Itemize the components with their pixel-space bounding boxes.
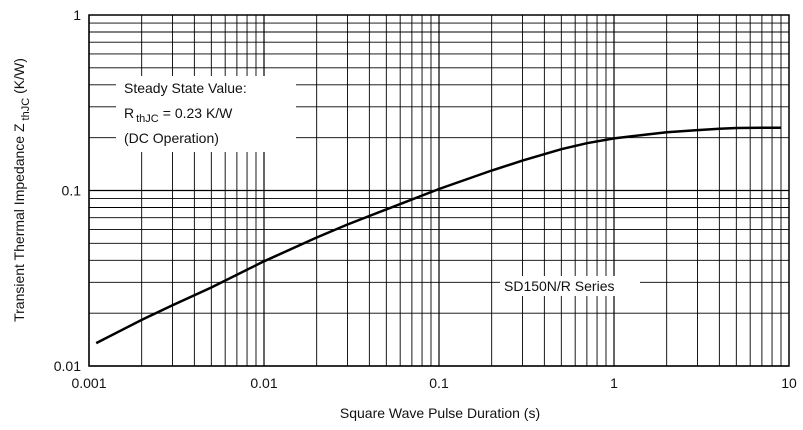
steady-state-title: Steady State Value: (124, 80, 247, 96)
grid (88, 15, 789, 367)
x-tick-label: 0.001 (71, 375, 106, 391)
x-tick-label: 1 (610, 375, 618, 391)
rthjc-value: = 0.23 K/W (163, 105, 233, 121)
rthjc-r: R (124, 105, 134, 121)
x-axis-title: Square Wave Pulse Duration (s) (340, 405, 540, 421)
x-tick-label: 0.1 (429, 375, 449, 391)
y-tick-labels: 0.01 0.1 1 (54, 7, 81, 374)
x-tick-label: 0.01 (250, 375, 277, 391)
y-tick-label: 1 (73, 7, 81, 23)
y-tick-label: 0.01 (54, 358, 81, 374)
series-label-box (500, 276, 640, 296)
steady-state-annotation-box (116, 76, 296, 152)
y-axis-title: Transient Thermal Impedance Z thJC (K/W) (11, 58, 32, 322)
dc-operation-label: (DC Operation) (124, 130, 219, 146)
zthjc-curve (95, 126, 781, 345)
x-tick-labels: 0.001 0.01 0.1 1 10 (71, 375, 797, 391)
y-axis-title-unit: (K/W) (11, 58, 27, 94)
plot-frame (88, 14, 790, 367)
y-axis-title-sub: thJC (20, 98, 32, 121)
x-tick-label: 10 (781, 375, 797, 391)
y-axis-title-main: Transient Thermal Impedance Z (11, 123, 27, 322)
y-tick-label: 0.1 (62, 183, 82, 199)
rthjc-subscript: thJC (136, 113, 159, 125)
series-label: SD150N/R Series (504, 278, 615, 294)
